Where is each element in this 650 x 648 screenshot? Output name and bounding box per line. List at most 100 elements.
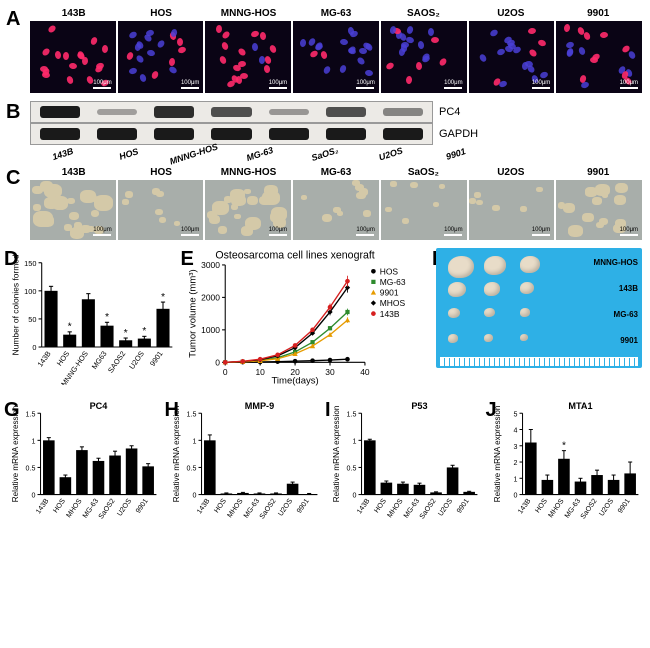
panel-c-label: C <box>6 167 20 190</box>
svg-text:U2OS: U2OS <box>597 497 615 518</box>
svg-text:1.5: 1.5 <box>186 410 196 418</box>
cell-line-header: U2OS <box>467 167 554 178</box>
cell-line-header: MG-63 <box>292 167 379 178</box>
svg-text:0.5: 0.5 <box>186 464 196 472</box>
cell-line-header: 9901 <box>555 167 642 178</box>
svg-text:1: 1 <box>31 437 35 445</box>
panel-b-label: B <box>6 101 20 124</box>
svg-text:MTA1: MTA1 <box>568 401 592 411</box>
svg-text:Time(days): Time(days) <box>271 375 318 385</box>
cell-line-header: HOS <box>117 8 204 19</box>
panel-g-label: G <box>4 399 20 422</box>
svg-text:3000: 3000 <box>201 260 220 270</box>
svg-text:HOS: HOS <box>373 497 389 514</box>
scale-bar: 100μm <box>93 227 111 236</box>
svg-text:SaOS2: SaOS2 <box>257 497 277 520</box>
panel-e-chart: Osteosarcoma cell lines xenograft0100020… <box>185 248 428 386</box>
scale-bar: 100μm <box>444 80 462 89</box>
svg-text:HOS: HOS <box>533 497 549 514</box>
svg-text:0: 0 <box>222 367 227 377</box>
svg-text:2000: 2000 <box>201 293 220 303</box>
svg-text:150: 150 <box>24 259 36 268</box>
svg-text:0: 0 <box>513 491 517 499</box>
cell-line-header: HOS <box>117 167 204 178</box>
if-image: 100μm <box>30 21 116 93</box>
svg-text:SaOS2: SaOS2 <box>97 497 117 520</box>
panel-j: J 012345Relative mRNA expressionMTA1143B… <box>490 399 643 536</box>
scale-bar: 100μm <box>269 80 287 89</box>
svg-text:143B: 143B <box>516 497 532 515</box>
svg-text:143B: 143B <box>34 497 50 515</box>
tumor-row-label: 143B <box>619 284 638 293</box>
panel-a: A 143BHOSMNNG-HOSMG-63SAOS₂U2OS9901 100μ… <box>8 8 642 93</box>
tumor <box>520 334 528 341</box>
panel-f-photo: MNNG-HOS143BMG-639901 <box>436 248 642 368</box>
svg-text:*: * <box>161 291 165 303</box>
tumor <box>484 334 493 342</box>
panel-g: G 00.511.5Relative mRNA expressionPC4143… <box>8 399 161 536</box>
panel-i-label: I <box>325 399 331 422</box>
cell-line-header: MNNG-HOS <box>205 167 292 178</box>
svg-text:1.5: 1.5 <box>347 410 357 418</box>
svg-text:HOS: HOS <box>212 497 228 514</box>
svg-text:9901: 9901 <box>295 497 311 515</box>
blot-label: GAPDH <box>439 128 489 140</box>
svg-text:HOS: HOS <box>55 349 72 367</box>
if-image: 100μm <box>381 21 467 93</box>
svg-text:143B: 143B <box>355 497 371 515</box>
panel-b: B PC4GAPDH 143BHOSMNNG-HOSMG-63SaOS₂U2OS… <box>8 101 642 159</box>
panel-d: D 050100150Number of colonies formed143B… <box>8 248 177 391</box>
panel-j-label: J <box>486 399 497 422</box>
scale-bar: 100μm <box>356 80 374 89</box>
svg-text:9901: 9901 <box>455 497 471 515</box>
tumor-row-label: MG-63 <box>614 310 638 319</box>
panel-c-images: 100μm100μm100μm100μm100μm100μm100μm <box>30 180 642 240</box>
scale-bar: 100μm <box>444 227 462 236</box>
tumor-row-label: 9901 <box>620 336 638 345</box>
svg-text:0: 0 <box>31 491 35 499</box>
cell-line-header: 9901 <box>555 8 642 19</box>
panel-i: I 00.511.5Relative mRNA expressionP53143… <box>329 399 482 536</box>
panel-f: F MNNG-HOS143BMG-639901 <box>436 248 642 391</box>
scale-bar: 100μm <box>93 80 111 89</box>
svg-text:*: * <box>68 321 72 333</box>
cell-line-header: MNNG-HOS <box>205 8 292 19</box>
tumor <box>520 308 530 317</box>
scale-bar: 100μm <box>181 227 199 236</box>
tumor <box>448 308 460 318</box>
if-image: 100μm <box>205 21 291 93</box>
svg-text:50: 50 <box>28 315 36 324</box>
tumor <box>448 256 474 278</box>
svg-text:1: 1 <box>192 437 196 445</box>
blot-row: PC4 <box>30 101 489 123</box>
panel-h-chart: 00.511.5Relative mRNA expressionMMP-9143… <box>169 399 322 531</box>
cell-line-header: U2OS <box>467 8 554 19</box>
colony-image: 100μm <box>293 180 379 240</box>
tumor <box>484 256 506 275</box>
tumor <box>448 334 458 343</box>
scale-bar: 100μm <box>356 227 374 236</box>
colony-image: 100μm <box>381 180 467 240</box>
colony-image: 100μm <box>118 180 204 240</box>
panel-e-label: E <box>181 248 194 271</box>
tumor <box>484 308 495 317</box>
svg-text:143B: 143B <box>195 497 211 515</box>
panel-h: H 00.511.5Relative mRNA expressionMMP-91… <box>169 399 322 536</box>
svg-text:5: 5 <box>513 410 517 418</box>
svg-text:9901: 9901 <box>616 497 632 515</box>
svg-text:0: 0 <box>192 491 196 499</box>
scale-bar: 100μm <box>620 227 638 236</box>
svg-text:HOS: HOS <box>379 266 398 276</box>
svg-text:Relative mRNA expression: Relative mRNA expression <box>332 405 341 502</box>
panel-g-chart: 00.511.5Relative mRNA expressionPC4143BH… <box>8 399 161 531</box>
svg-text:Osteosarcoma cell lines xenogr: Osteosarcoma cell lines xenograft <box>215 250 374 262</box>
svg-text:143B: 143B <box>379 309 399 319</box>
svg-text:3: 3 <box>513 442 517 450</box>
svg-text:2: 2 <box>513 459 517 467</box>
svg-text:*: * <box>561 440 565 451</box>
svg-text:4: 4 <box>513 426 517 434</box>
panel-d-label: D <box>4 248 18 271</box>
if-image: 100μm <box>293 21 379 93</box>
svg-text:9901: 9901 <box>148 349 165 368</box>
cell-line-header: 143B <box>30 8 117 19</box>
